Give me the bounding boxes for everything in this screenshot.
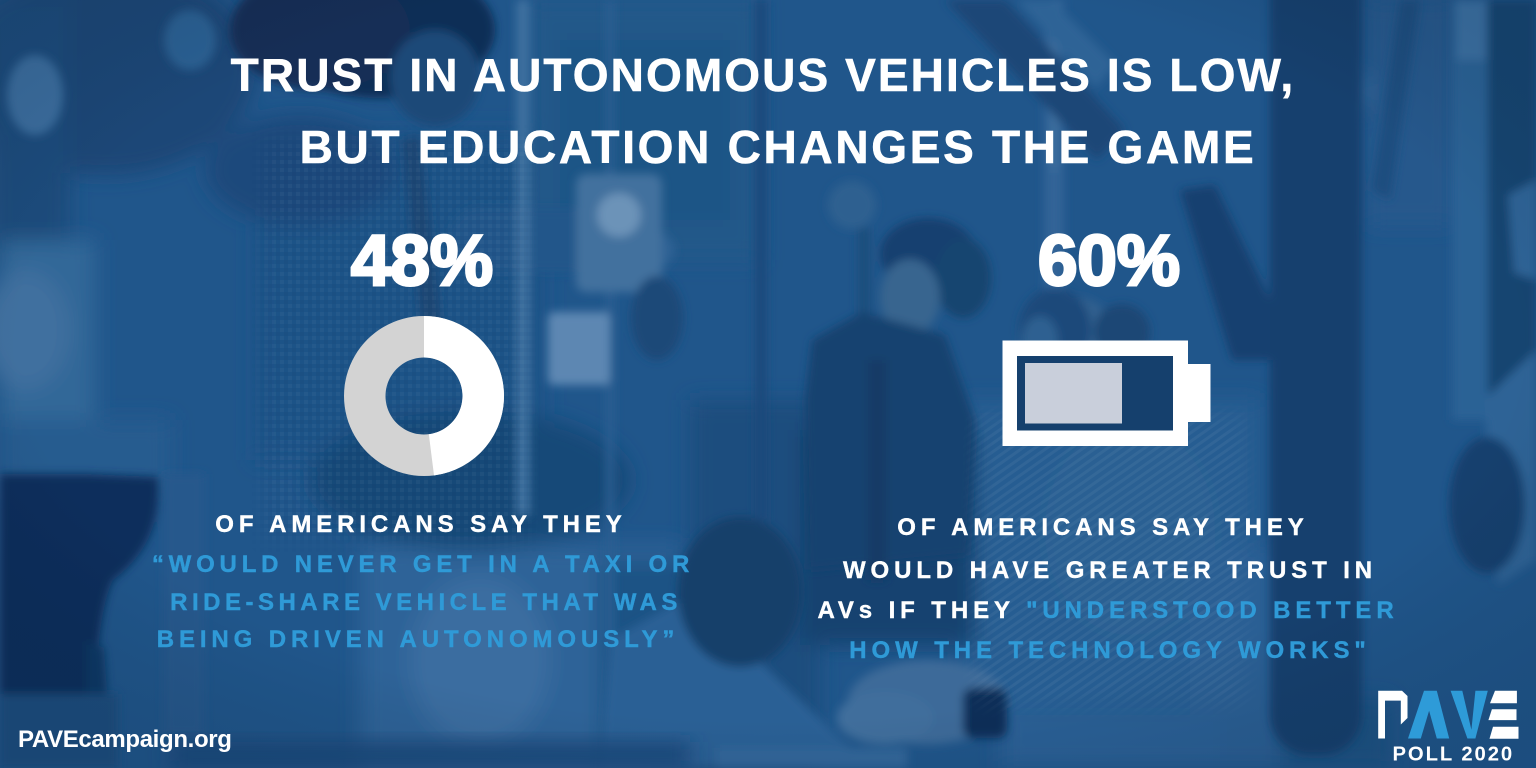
svg-text:POLL 2020: POLL 2020 [1393, 744, 1515, 766]
